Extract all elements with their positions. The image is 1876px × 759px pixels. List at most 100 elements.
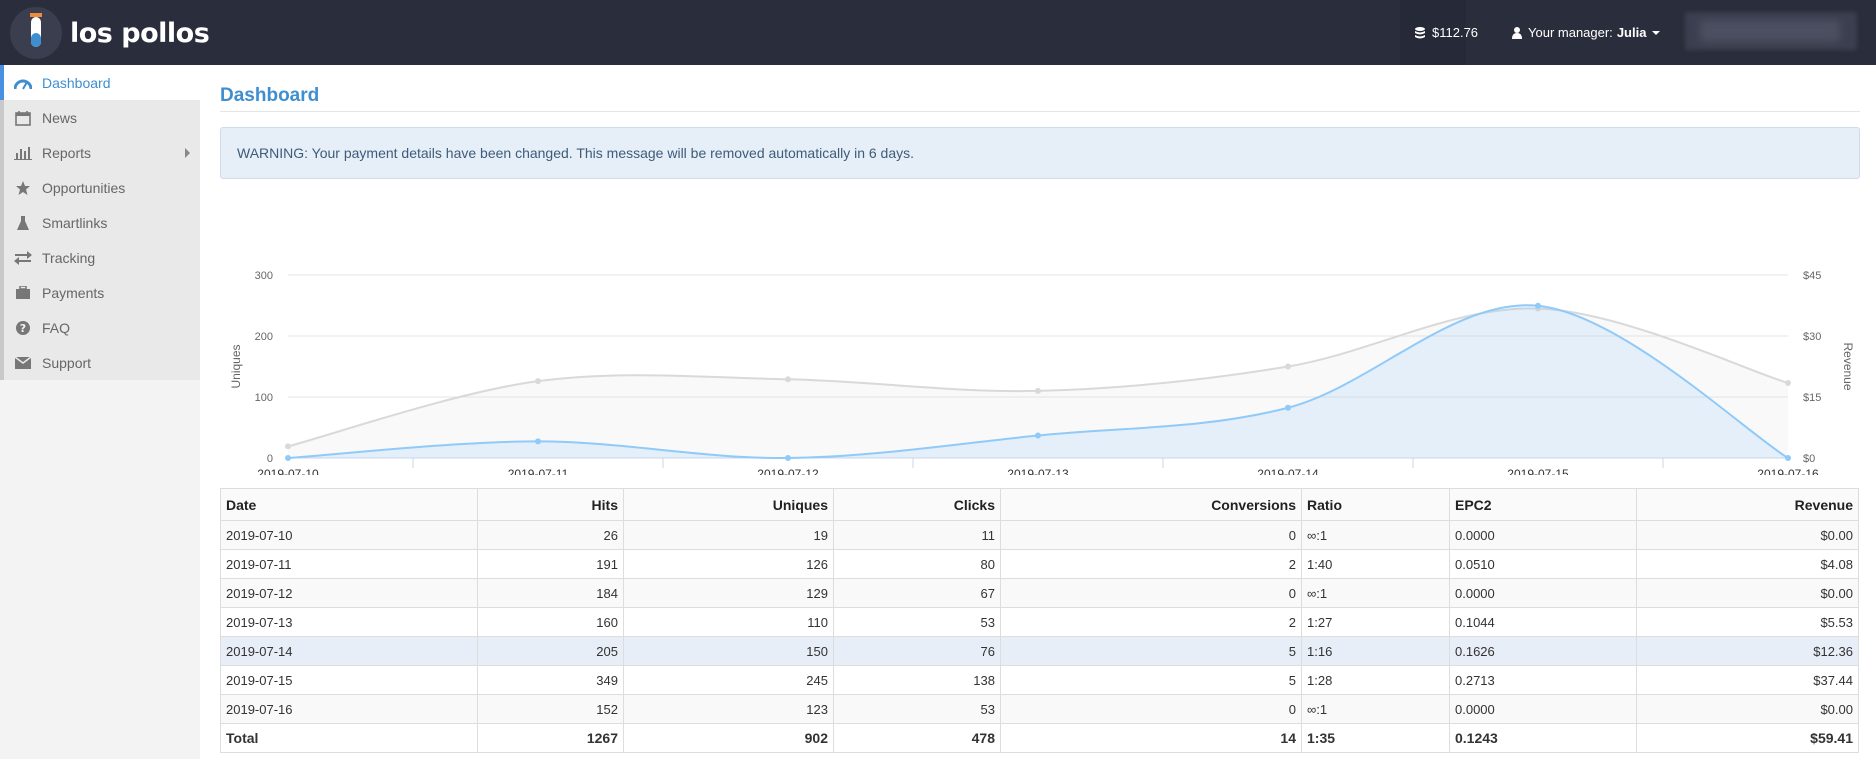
x-tick-label: 2019-07-16 [1757, 467, 1819, 475]
y-tick-right: $45 [1803, 270, 1821, 282]
sidebar-item-tracking[interactable]: Tracking [0, 240, 200, 275]
table-body: 2019-07-10 26 19 11 0 ∞:1 0.0000 $0.00 2019-07-1… [220, 520, 1859, 724]
sidebar-item-label: News [42, 109, 78, 126]
sidebar-item-opportunities[interactable]: Opportunities [0, 170, 200, 205]
data-point-uniques [1785, 379, 1791, 386]
data-point-uniques [1035, 387, 1041, 394]
y-tick-left: 200 [255, 331, 273, 343]
table-cell-clicks: 138 [833, 665, 1001, 695]
column-header-date[interactable]: Date [220, 488, 478, 521]
total-cell-uniques: 902 [623, 723, 834, 753]
total-cell-ratio: 1:35 [1301, 723, 1450, 753]
stats-table: Date Hits Uniques Clicks Conversions Ratio EPC… [220, 488, 1859, 753]
column-header-conversions[interactable]: Conversions [1000, 488, 1302, 521]
column-header-ratio[interactable]: Ratio [1301, 488, 1450, 521]
table-cell-hits: 184 [477, 578, 624, 608]
table-cell-conversions: 5 [1000, 636, 1302, 666]
exchange-icon [13, 250, 33, 266]
y-axis-label-right: Revenue [1841, 342, 1855, 390]
y-tick-right: $0 [1803, 453, 1815, 465]
data-point-revenue [535, 438, 541, 445]
total-cell-conversions: 14 [1000, 723, 1302, 753]
table-cell-revenue: $0.00 [1636, 578, 1859, 608]
table-cell-date: 2019-07-12 [220, 578, 478, 608]
balance-amount: $112.76 [1432, 25, 1479, 40]
star-icon [13, 180, 33, 196]
table-cell-epc2: 0.0510 [1449, 549, 1637, 579]
sidebar-item-label: Reports [42, 144, 92, 161]
table-cell-clicks: 80 [833, 549, 1001, 579]
title-divider [220, 111, 1860, 112]
manager-name: Julia [1616, 25, 1647, 40]
data-point-revenue [1285, 404, 1291, 411]
balance-display[interactable]: $112.76 [1414, 0, 1478, 65]
x-tick-label: 2019-07-15 [1507, 467, 1569, 475]
table-cell-clicks: 11 [833, 520, 1001, 550]
table-row: 2019-07-15 349 245 138 5 1:28 0.2713 $37.44 [220, 665, 1859, 695]
sidebar-item-label: Opportunities [42, 179, 126, 196]
brand-logo[interactable]: los pollos [10, 7, 210, 59]
y-tick-right: $15 [1803, 392, 1821, 404]
table-cell-clicks: 53 [833, 694, 1001, 724]
table-cell-hits: 205 [477, 636, 624, 666]
sidebar-item-dashboard[interactable]: Dashboard [0, 65, 200, 100]
table-cell-uniques: 245 [623, 665, 834, 695]
sidebar-item-smartlinks[interactable]: Smartlinks [0, 205, 200, 240]
table-cell-hits: 191 [477, 549, 624, 579]
table-cell-revenue: $37.44 [1636, 665, 1859, 695]
table-row: 2019-07-14 205 150 76 5 1:16 0.1626 $12.36 [220, 636, 1859, 666]
table-cell-clicks: 53 [833, 607, 1001, 637]
total-cell-clicks: 478 [833, 723, 1001, 753]
sidebar-item-support[interactable]: Support [0, 345, 200, 380]
table-cell-revenue: $5.53 [1636, 607, 1859, 637]
table-row: 2019-07-10 26 19 11 0 ∞:1 0.0000 $0.00 [220, 520, 1859, 550]
sidebar-item-payments[interactable]: Payments [0, 275, 200, 310]
top-navbar: los pollos $112.76 Your manager: Julia [0, 0, 1876, 65]
data-point-revenue [285, 455, 291, 461]
sidebar-nav: Dashboard News Reports Opportunities Smartli… [0, 65, 200, 380]
column-header-revenue[interactable]: Revenue [1636, 488, 1859, 521]
column-header-uniques[interactable]: Uniques [623, 488, 834, 521]
table-cell-date: 2019-07-16 [220, 694, 478, 724]
sidebar: Dashboard News Reports Opportunities Smartli… [0, 65, 200, 759]
x-tick-label: 2019-07-13 [1007, 467, 1069, 475]
sidebar-item-reports[interactable]: Reports [0, 135, 200, 170]
table-cell-date: 2019-07-11 [220, 549, 478, 579]
chevron-right-icon [185, 148, 190, 158]
table-row: 2019-07-13 160 110 53 2 1:27 0.1044 $5.53 [220, 607, 1859, 637]
manager-dropdown[interactable]: Your manager: Julia [1512, 0, 1661, 65]
total-cell-hits: 1267 [477, 723, 624, 753]
uniques-revenue-chart: 0 100 200 300 $0 $15 $30 $45 Uniques Revenue 2019-… [220, 195, 1860, 525]
table-total-row: Total 1267 902 478 14 1:35 0.1243 $59.41 [220, 723, 1859, 753]
y-tick-right: $30 [1803, 331, 1821, 343]
sidebar-item-label: Support [42, 354, 92, 371]
table-row: 2019-07-11 191 126 80 2 1:40 0.0510 $4.08 [220, 549, 1859, 579]
caret-down-icon [1652, 30, 1661, 35]
user-icon [1512, 26, 1522, 39]
table-cell-ratio: ∞:1 [1301, 520, 1450, 550]
table-cell-uniques: 129 [623, 578, 834, 608]
column-header-epc2[interactable]: EPC2 [1449, 488, 1637, 521]
y-tick-left: 0 [267, 453, 273, 465]
sidebar-item-faq[interactable]: ? FAQ [0, 310, 200, 345]
total-cell-date: Total [220, 723, 478, 753]
column-header-clicks[interactable]: Clicks [833, 488, 1001, 521]
sidebar-item-news[interactable]: News [0, 100, 200, 135]
y-axis-label-left: Uniques [229, 344, 243, 388]
table-cell-date: 2019-07-10 [220, 520, 478, 550]
column-header-hits[interactable]: Hits [477, 488, 624, 521]
data-point-revenue [1035, 432, 1041, 439]
data-point-uniques [535, 378, 541, 385]
dashboard-icon [13, 75, 33, 91]
table-cell-date: 2019-07-15 [220, 665, 478, 695]
table-cell-epc2: 0.2713 [1449, 665, 1637, 695]
sidebar-item-label: Payments [42, 284, 105, 301]
total-cell-epc2: 0.1243 [1449, 723, 1637, 753]
table-cell-conversions: 0 [1000, 520, 1302, 550]
sidebar-item-label: Tracking [42, 249, 96, 266]
table-cell-uniques: 110 [623, 607, 834, 637]
data-point-uniques [785, 376, 791, 383]
table-cell-revenue: $0.00 [1636, 694, 1859, 724]
table-cell-epc2: 0.0000 [1449, 578, 1637, 608]
data-point-uniques [285, 443, 291, 450]
